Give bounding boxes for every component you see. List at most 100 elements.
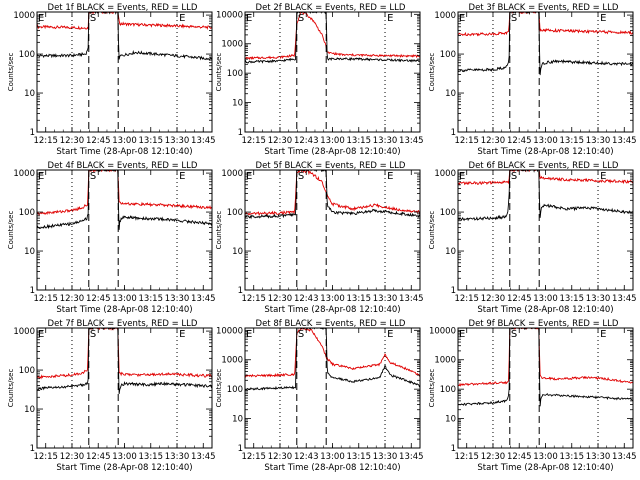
y-tick-label: 1 (451, 128, 456, 138)
series-events-line (245, 12, 420, 64)
y-tick-label: 1000 (13, 327, 35, 337)
y-tick-label: 100 (227, 69, 243, 79)
series-events-line (458, 170, 633, 222)
x-tick-label: 13:45 (612, 136, 637, 146)
series-events-line (37, 12, 212, 61)
y-tick-label: 1 (238, 286, 243, 296)
marker-label: S (90, 13, 96, 24)
x-tick-label: 12:43 (294, 452, 319, 462)
x-tick-label: 12:30 (481, 452, 506, 462)
y-tick-label: 1000 (221, 40, 243, 50)
plot-frame (244, 11, 421, 133)
y-axis-label: Counts/sec (428, 369, 436, 408)
x-tick-label: 13:30 (165, 294, 190, 304)
panel-title: Det 3f BLACK = Events, RED = LLD (469, 3, 619, 13)
y-tick-label: 100 (440, 208, 456, 218)
x-axis-label: Start Time (28-Apr-08 12:10:40) (56, 463, 192, 473)
series-lld-line (37, 328, 212, 380)
x-tick-label: 13:00 (533, 294, 558, 304)
x-axis-label: Start Time (28-Apr-08 12:10:40) (477, 463, 613, 473)
marker-label: E (387, 13, 393, 24)
marker-label: S (90, 171, 96, 182)
y-tick-label: 10 (24, 405, 35, 415)
series-lld-line (245, 12, 420, 61)
x-tick-label: 13:30 (586, 294, 611, 304)
x-tick-label: 12:30 (268, 452, 293, 462)
y-tick-label: 1 (451, 286, 456, 296)
x-tick-label: 12:43 (294, 136, 319, 146)
y-axis-label: Counts/sec (7, 211, 15, 250)
series-events-line (245, 170, 420, 220)
x-tick-label: 12:15 (241, 294, 266, 304)
x-tick-label: 12:45 (86, 452, 111, 462)
x-tick-label: 13:15 (560, 452, 585, 462)
x-tick-label: 13:15 (139, 452, 164, 462)
x-tick-label: 13:15 (139, 136, 164, 146)
marker-label: E (459, 171, 465, 182)
panel-title: Det 4f BLACK = Events, RED = LLD (48, 161, 198, 171)
series-lld-line (245, 170, 420, 216)
y-tick-label: 1 (451, 444, 456, 454)
x-tick-label: 13:15 (560, 294, 585, 304)
y-tick-label: 10000 (429, 326, 456, 336)
x-tick-label: 12:30 (481, 136, 506, 146)
x-tick-label: 13:30 (586, 452, 611, 462)
y-tick-label: 10 (445, 89, 456, 99)
x-axis-label: Start Time (28-Apr-08 12:10:40) (264, 305, 400, 315)
series-events-line (458, 328, 633, 407)
series-lld-line (245, 328, 420, 378)
y-tick-label: 1000 (434, 169, 456, 179)
marker-label: E (246, 13, 252, 24)
y-axis-label: Counts/sec (7, 369, 15, 408)
y-tick-label: 1000 (221, 169, 243, 179)
y-tick-label: 10 (445, 247, 456, 257)
plot-frame (36, 11, 213, 133)
series-events-line (458, 12, 633, 76)
x-tick-label: 13:30 (373, 136, 398, 146)
x-tick-label: 13:15 (560, 136, 585, 146)
series-events-line (37, 328, 212, 394)
marker-label: S (90, 329, 96, 340)
x-tick-label: 12:30 (268, 294, 293, 304)
x-tick-label: 13:45 (399, 136, 424, 146)
x-tick-label: 12:30 (268, 136, 293, 146)
x-tick-label: 13:15 (347, 136, 372, 146)
x-tick-label: 13:00 (320, 452, 345, 462)
plot-frame (244, 169, 421, 291)
panel-title: Det 6f BLACK = Events, RED = LLD (469, 161, 619, 171)
x-tick-label: 12:45 (507, 294, 532, 304)
marker-label: E (459, 329, 465, 340)
marker-label: S (298, 171, 304, 182)
x-tick-label: 12:30 (60, 452, 85, 462)
y-tick-label: 10000 (216, 10, 243, 20)
plot-frame (457, 169, 634, 291)
x-tick-label: 12:45 (86, 294, 111, 304)
x-tick-label: 13:45 (191, 136, 216, 146)
x-tick-label: 12:15 (241, 136, 266, 146)
y-axis-label: Counts/sec (215, 53, 223, 92)
y-tick-label: 1 (238, 128, 243, 138)
y-tick-label: 100 (19, 366, 35, 376)
x-axis-label: Start Time (28-Apr-08 12:10:40) (56, 147, 192, 157)
marker-label: S (298, 329, 304, 340)
y-tick-label: 1000 (434, 356, 456, 366)
x-tick-label: 12:15 (33, 452, 58, 462)
x-tick-label: 13:30 (373, 452, 398, 462)
x-axis-label: Start Time (28-Apr-08 12:10:40) (477, 305, 613, 315)
marker-label: E (179, 329, 185, 340)
series-lld-line (37, 170, 212, 216)
x-tick-label: 12:30 (60, 294, 85, 304)
x-tick-label: 13:15 (347, 452, 372, 462)
x-tick-label: 13:45 (612, 452, 637, 462)
y-tick-label: 1000 (434, 11, 456, 21)
marker-label: E (387, 329, 393, 340)
marker-label: E (38, 329, 44, 340)
x-tick-label: 12:30 (60, 136, 85, 146)
y-tick-label: 100 (227, 208, 243, 218)
